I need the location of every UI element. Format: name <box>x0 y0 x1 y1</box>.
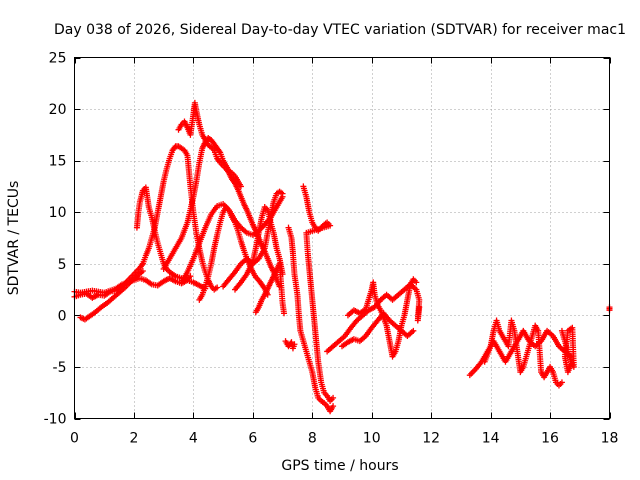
x-tick-labels: 0 2 4 6 8 10 12 14 16 18 <box>70 431 618 447</box>
series-far-q <box>481 317 565 389</box>
series-fall-l <box>300 183 337 404</box>
series-low-h <box>232 204 286 293</box>
x-tick-label: 8 <box>308 431 317 447</box>
data-point <box>413 279 420 286</box>
data-point <box>187 273 194 280</box>
y-axis-label: SDTVAR / TECUs <box>6 181 22 296</box>
series-fall-k <box>285 224 337 415</box>
y-tick-label: -10 <box>44 412 67 428</box>
y-tick-label: 15 <box>49 154 67 170</box>
data-point <box>139 268 146 275</box>
x-tick-label: 14 <box>482 431 500 447</box>
data-point <box>330 394 337 401</box>
axis-ticks <box>74 57 611 420</box>
x-tick-label: 12 <box>422 431 440 447</box>
x-tick-label: 4 <box>189 431 198 447</box>
series-mid-g <box>220 188 286 290</box>
series-peak-d <box>160 134 244 272</box>
x-tick-label: 6 <box>248 431 257 447</box>
data-point <box>567 361 574 368</box>
x-tick-label: 16 <box>541 431 559 447</box>
y-tick-label: 5 <box>58 257 67 273</box>
data-points <box>71 99 613 415</box>
y-tick-label: -5 <box>53 360 67 376</box>
data-point <box>291 341 298 348</box>
x-tick-label: 10 <box>363 431 381 447</box>
data-point <box>558 379 565 386</box>
series-rise-f <box>196 204 271 303</box>
x-tick-label: 0 <box>70 431 79 447</box>
data-point <box>410 327 417 334</box>
series-cluster-j <box>282 338 298 352</box>
data-point <box>281 310 288 317</box>
x-axis-label: GPS time / hours <box>281 458 398 474</box>
series-drop-i <box>252 260 288 317</box>
data-point <box>214 284 221 291</box>
data-point <box>330 403 337 410</box>
x-tick-label: 2 <box>129 431 138 447</box>
y-tick-label: 20 <box>49 102 67 118</box>
plot-frame <box>74 57 610 419</box>
data-point <box>279 190 286 197</box>
series-far-r <box>558 324 577 376</box>
data-point <box>416 304 423 311</box>
chart-title: Day 038 of 2026, Sidereal Day-to-day VTE… <box>54 22 626 38</box>
y-tick-label: 10 <box>49 205 67 221</box>
x-tick-label: 18 <box>601 431 619 447</box>
y-tick-label: 25 <box>49 51 67 67</box>
y-tick-labels: -10 -5 0 5 10 15 20 25 <box>44 51 67 428</box>
data-point <box>237 183 244 190</box>
series-mid-n <box>339 310 417 350</box>
y-tick-label: 0 <box>58 308 67 324</box>
series-mid-o <box>344 276 420 360</box>
